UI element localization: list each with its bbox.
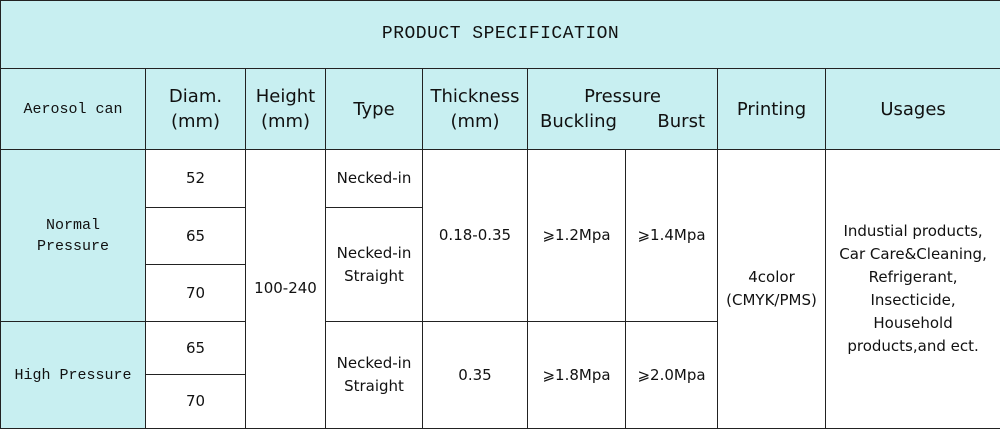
cell: 0.18-0.35 (422, 148, 528, 323)
text: Pressure (584, 86, 661, 107)
cell: Necked-in (325, 148, 423, 208)
text: Industial products, (843, 221, 983, 240)
group-label: Normal Pressure (0, 148, 146, 323)
text: 4color (748, 267, 795, 286)
header-cell: Type (325, 68, 423, 150)
cell: 100-240 (245, 148, 326, 430)
text: (mm) (170, 111, 221, 132)
text: Thickness (430, 86, 520, 107)
group-label: High Pressure (0, 321, 146, 429)
text: Pressure (36, 237, 109, 255)
row: PRODUCT SPECIFICATION (0, 0, 1000, 70)
cell: 65 (145, 321, 246, 375)
cell: Industial products, Car Care&Cleaning, Ref… (824, 148, 1000, 430)
text: Normal (45, 216, 100, 234)
text: Car Care&Cleaning, (839, 244, 987, 263)
text: (mm) (260, 111, 311, 132)
text: Necked-in (336, 168, 412, 187)
header-cell: Usages (824, 68, 1000, 150)
cell: ⩾1.8Mpa (527, 321, 626, 429)
text: Necked-in (336, 243, 412, 262)
title: PRODUCT SPECIFICATION (0, 0, 1000, 70)
row: Aerosol can Diam. (mm) Height (mm) Type Th… (0, 68, 1000, 150)
cell: ⩾2.0Mpa (625, 321, 718, 429)
text: Buckling (540, 111, 617, 132)
text: Necked-in (336, 354, 412, 373)
cell: 0.35 (422, 321, 528, 429)
header-cell: Printing (717, 68, 826, 150)
row: Normal Pressure 52 100-240 Necked-in 0.18… (0, 148, 1000, 430)
cell: 70 (145, 264, 246, 323)
block: Buckling Burst (528, 109, 717, 134)
row: High Pressure 65 Necked-in Straight 0.35 … (0, 321, 1000, 429)
cell: ⩾1.2Mpa (527, 148, 626, 323)
text: Insecticide, (870, 290, 956, 309)
header-cell: Diam. (mm) (145, 68, 246, 150)
cell: 70 (145, 373, 246, 430)
row: 70 (1, 264, 1000, 323)
text: Burst (657, 111, 705, 132)
cell: ⩾1.4Mpa (625, 148, 718, 323)
text: High Pressure (14, 366, 132, 384)
text: Height (255, 86, 316, 107)
text: Straight (344, 266, 404, 285)
row: 70 (1, 373, 1000, 430)
text: (mm) (450, 111, 500, 132)
text: Refrigerant, (868, 267, 958, 286)
text: (CMYK/PMS) (726, 290, 817, 309)
text: Straight (344, 377, 404, 396)
cell: 52 (145, 148, 246, 208)
header-cell: Thickness (mm) (422, 68, 528, 150)
header-cell: Pressure Buckling Burst (527, 68, 718, 150)
cell: 65 (145, 206, 246, 266)
header-cell: Aerosol can (0, 68, 146, 150)
header-cell: Height (mm) (245, 68, 326, 150)
cell: 4color (CMYK/PMS) (717, 148, 826, 430)
text: Household (873, 313, 953, 332)
row: 65 Necked-in Straight (1, 206, 1000, 323)
text: products,and ect. (847, 336, 979, 355)
text: Diam. (168, 86, 223, 107)
cell: Necked-in Straight (325, 206, 423, 323)
cell: Necked-in Straight (325, 321, 423, 429)
